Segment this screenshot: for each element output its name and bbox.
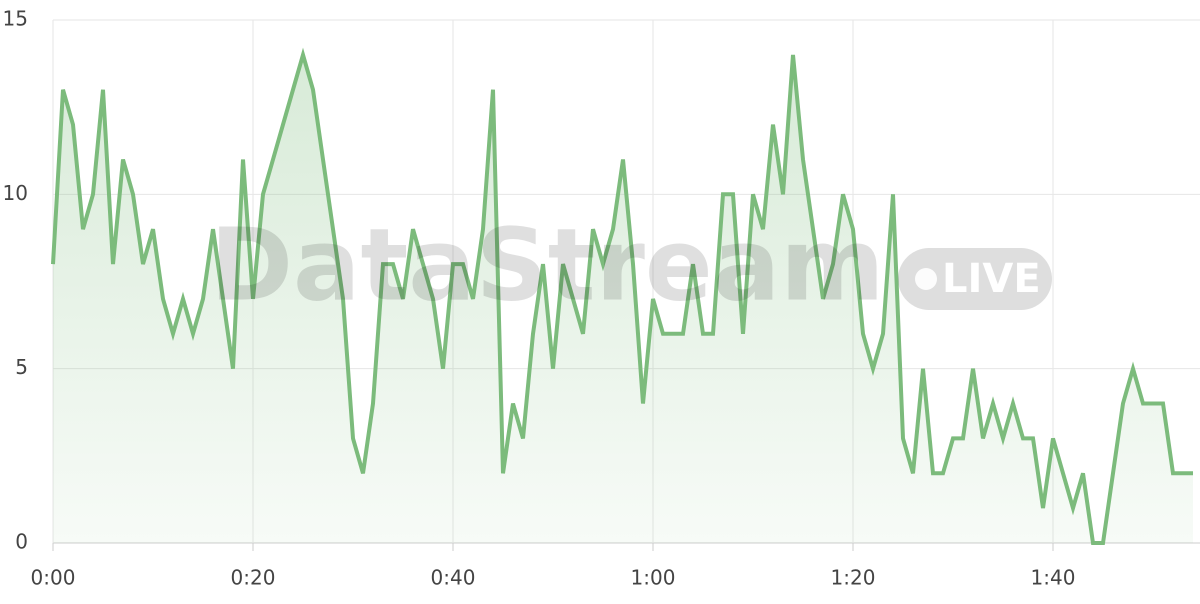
badge-dot <box>915 268 937 290</box>
badge-text: LIVE <box>942 256 1041 302</box>
x-tick-label: 0:40 <box>431 566 476 590</box>
x-tick-label: 0:20 <box>231 566 276 590</box>
axes: 0 5 10 15 0:00 0:20 0:40 1:00 1:20 1:40 <box>3 7 1076 590</box>
y-tick-label: 10 <box>3 181 28 205</box>
watermark-text: DataStream <box>210 206 884 323</box>
marks <box>51 47 1193 545</box>
y-tick-label: 15 <box>3 7 28 31</box>
watermark: DataStream LIVE <box>210 206 1052 323</box>
line <box>51 47 1193 545</box>
badge-bg <box>898 248 1052 310</box>
x-tick-label: 1:40 <box>1031 566 1076 590</box>
area-fill <box>53 54 1193 544</box>
x-tick-label: 1:20 <box>831 566 876 590</box>
y-tick-label: 5 <box>15 355 28 379</box>
x-tick-label: 0:00 <box>31 566 76 590</box>
y-tick-label: 0 <box>15 530 28 554</box>
x-tick-label: 1:00 <box>631 566 676 590</box>
